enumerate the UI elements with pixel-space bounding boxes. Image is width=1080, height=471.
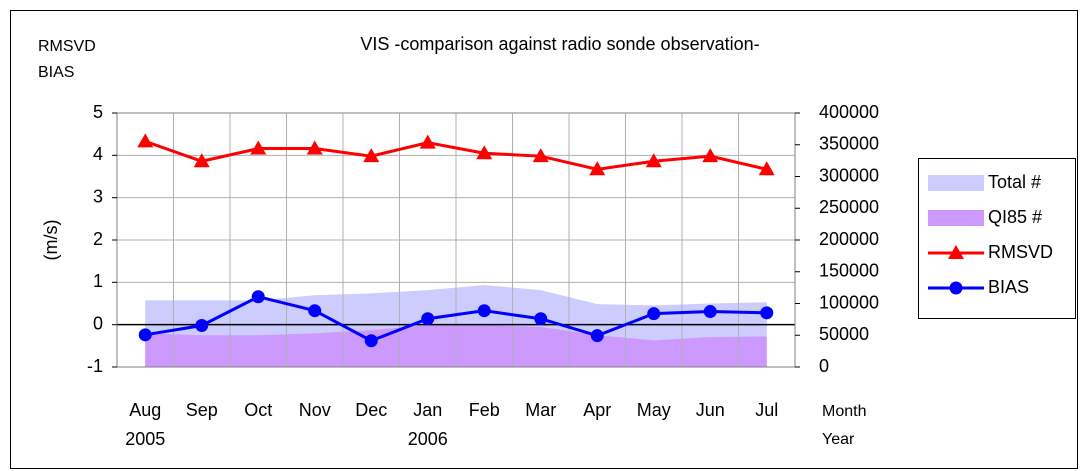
marker [949, 281, 963, 295]
marker [421, 312, 435, 326]
marker [364, 334, 378, 348]
marker [363, 148, 380, 163]
x-tick-label: Apr [583, 400, 611, 420]
y2-tick-label: 100000 [819, 292, 879, 312]
y2-tick-label: 50000 [819, 324, 869, 344]
y2-tick-label: 250000 [819, 197, 879, 217]
x-tick-label: Jun [696, 400, 725, 420]
y2-tick-label: 400000 [819, 102, 879, 122]
marker [477, 304, 491, 318]
marker [419, 134, 436, 149]
y2-tick-label: 0 [819, 356, 829, 376]
line [144, 139, 768, 171]
y-tick-label: 0 [93, 313, 103, 333]
line [145, 295, 767, 343]
y-tick-label: 1 [93, 271, 103, 291]
y-tick-label: -1 [87, 356, 103, 376]
y-tick-label: 3 [93, 186, 103, 206]
x-tick-label: Mar [525, 400, 556, 420]
marker [251, 290, 265, 304]
y-axis-label: RMSVD [38, 38, 96, 55]
marker [589, 161, 606, 176]
marker [758, 161, 775, 176]
x-tick-label: Aug [129, 400, 161, 420]
marker [138, 328, 152, 342]
marker [476, 145, 493, 160]
marker [702, 148, 719, 163]
legend-swatch [928, 210, 984, 226]
marker [948, 245, 964, 259]
marker [306, 140, 323, 155]
marker [645, 153, 662, 168]
x-tick-label: Jan [413, 400, 442, 420]
marker [703, 305, 717, 319]
x-axis-title: Year [822, 431, 855, 448]
x-tick-label: Dec [355, 400, 387, 420]
legend-swatch [928, 175, 984, 191]
x-tick-label: Sep [186, 400, 218, 420]
y-tick-label: 4 [93, 144, 103, 164]
legend-label: RMSVD [988, 242, 1053, 262]
x-tick-label-year: 2005 [125, 429, 165, 449]
marker [534, 312, 548, 326]
marker [308, 304, 322, 318]
x-tick-label: Feb [469, 400, 500, 420]
x-axis-title: Month [822, 403, 866, 420]
marker [647, 307, 661, 321]
x-tick-label: May [637, 400, 671, 420]
marker [760, 306, 774, 320]
y2-tick-label: 200000 [819, 229, 879, 249]
marker [590, 329, 604, 343]
marker [137, 133, 154, 148]
y-tick-label: 2 [93, 229, 103, 249]
legend-label: QI85 # [988, 207, 1042, 227]
marker [193, 153, 210, 168]
x-tick-label: Oct [244, 400, 272, 420]
x-tick-label: Jul [755, 400, 778, 420]
y-axis-label: BIAS [38, 64, 74, 81]
y2-tick-label: 300000 [819, 165, 879, 185]
y2-tick-label: 150000 [819, 261, 879, 281]
x-tick-label-year: 2006 [408, 429, 448, 449]
y2-tick-label: 350000 [819, 134, 879, 154]
legend-label: Total # [988, 172, 1041, 192]
y-axis-title: (m/s) [41, 220, 61, 261]
marker [250, 140, 267, 155]
y-tick-label: 5 [93, 102, 103, 122]
x-tick-label: Nov [299, 400, 331, 420]
marker [195, 319, 209, 333]
marker [532, 148, 549, 163]
chart-title: VIS -comparison against radio sonde obse… [360, 34, 759, 54]
legend-label: BIAS [988, 277, 1029, 297]
